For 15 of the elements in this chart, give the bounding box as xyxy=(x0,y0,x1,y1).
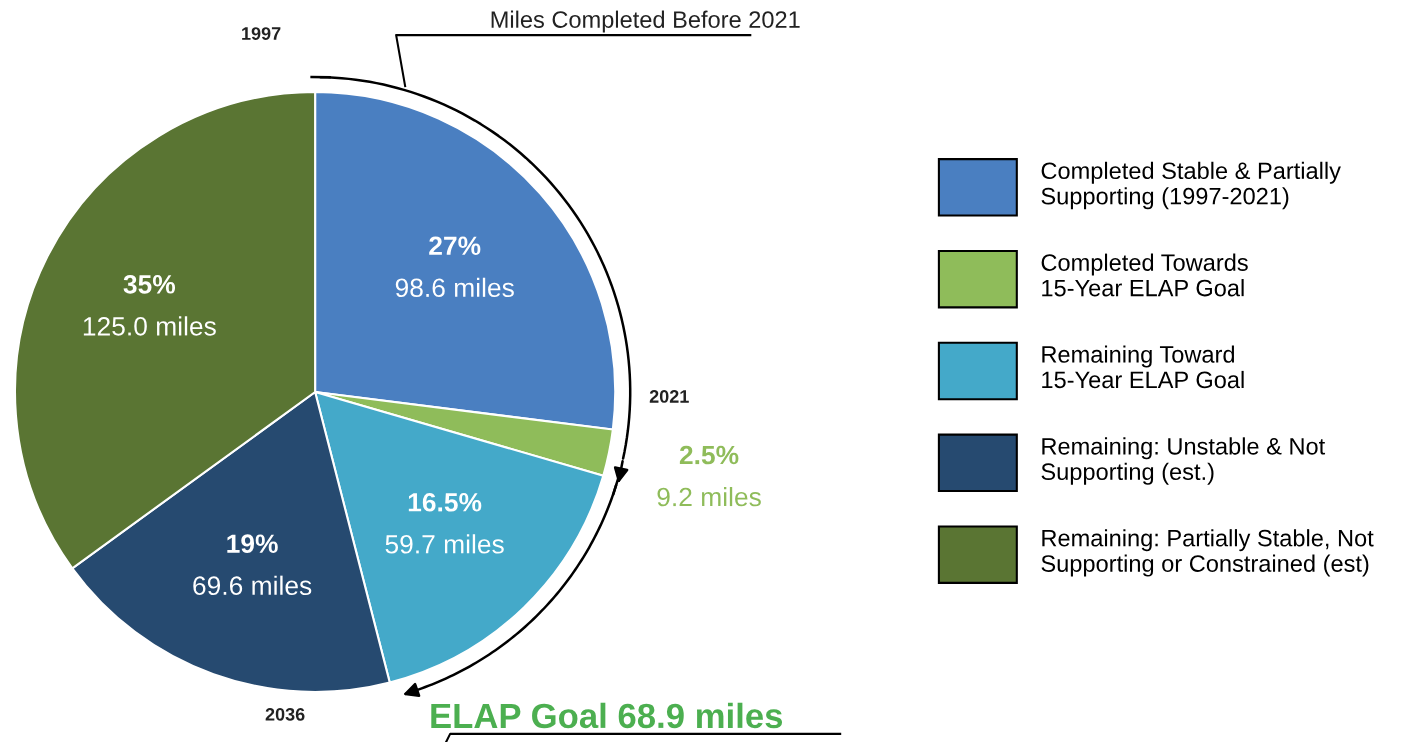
legend-label: Remaining: Partially Stable, Not Supporting or Constrained (est) xyxy=(1041,529,1374,577)
legend-label: Completed Towards 15-Year ELAP Goal xyxy=(1041,253,1248,297)
text: 1997 xyxy=(242,27,281,40)
legend-label: Remaining Toward 15-Year ELAP Goal xyxy=(1042,345,1244,389)
data-label: 2.5% 9.2 miles xyxy=(657,445,761,507)
data-label: 16.5% 59.7 miles xyxy=(385,492,504,554)
text: 2036 xyxy=(265,707,305,721)
text: 2021 xyxy=(649,390,689,403)
text: Miles Completed Before 2021 xyxy=(491,10,800,33)
data-label: 19% 69.6 miles xyxy=(193,534,312,596)
text: ELAP Goal 68.9 miles xyxy=(431,702,783,729)
data-label: 27% 98.6 miles xyxy=(395,236,514,298)
legend-label: Remaining: Unstable & Not Supporting (est.) xyxy=(1041,437,1326,485)
legend-label: Completed Stable & Partially Supporting (1997-2021) xyxy=(1041,161,1341,210)
data-label: 35% 125.0 miles xyxy=(83,274,216,336)
